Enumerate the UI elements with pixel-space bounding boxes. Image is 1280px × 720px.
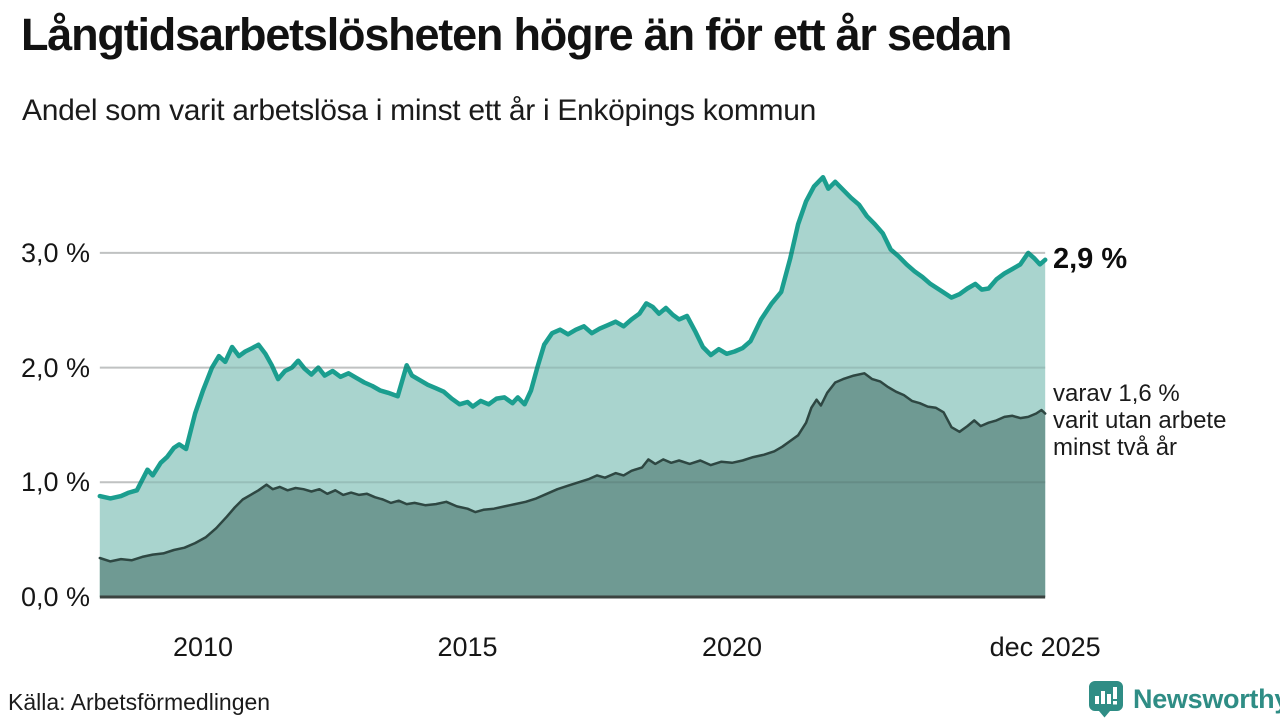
y-axis-label: 3,0 % — [20, 237, 90, 268]
x-axis-label: dec 2025 — [989, 632, 1101, 662]
y-axis-label: 1,0 % — [20, 467, 90, 498]
y-axis-label: 0,0 % — [20, 582, 90, 612]
newsworthy-logo: Newsworthy — [1088, 680, 1280, 718]
newsworthy-logo-text: Newsworthy — [1133, 683, 1280, 714]
series-line-1 — [98, 372, 1047, 563]
source-note: Källa: Arbetsförmedlingen — [8, 689, 271, 715]
page-subtitle: Andel som varit arbetslösa i minst ett å… — [22, 94, 817, 127]
chart-bubble-icon — [1089, 681, 1123, 718]
page-title: Långtidsarbetslösheten högre än för ett … — [21, 9, 1012, 60]
breakdown-label: varav 1,6 % varit utan arbete minst två år — [1053, 380, 1226, 461]
breakdown-label-line: varit utan arbete — [1053, 407, 1227, 435]
x-axis-label: 2020 — [701, 632, 763, 662]
breakdown-label-line: minst två år — [1053, 434, 1178, 462]
y-axis-label: 2,0 % — [20, 352, 90, 383]
end-value-label: 2,9 % — [1053, 242, 1128, 275]
series-line-0 — [97, 174, 1048, 501]
breakdown-label-line: varav 1,6 % — [1053, 380, 1180, 408]
x-axis-label: 2010 — [172, 632, 234, 662]
x-axis-label: 2015 — [437, 632, 498, 662]
